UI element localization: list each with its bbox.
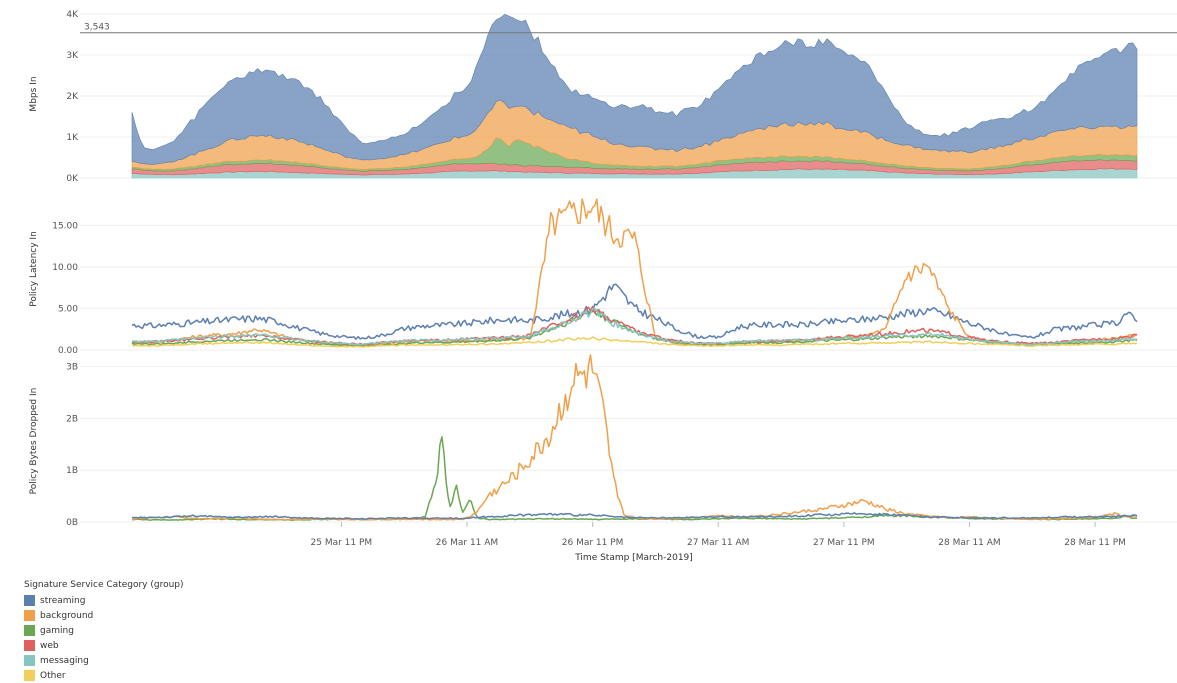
legend-item-gaming[interactable]: gaming bbox=[24, 623, 184, 638]
legend-label: web bbox=[40, 640, 59, 651]
legend-label: gaming bbox=[40, 625, 74, 636]
y-tick-label: 2B bbox=[66, 414, 78, 424]
line-gaming[interactable] bbox=[131, 308, 1138, 347]
legend-item-web[interactable]: web bbox=[24, 638, 184, 653]
y-axis-title: Policy Bytes Dropped In bbox=[29, 388, 39, 495]
x-tick-label: 26 Mar 11 AM bbox=[436, 538, 498, 548]
line-messaging[interactable] bbox=[131, 307, 1138, 346]
x-axis: 25 Mar 11 PM 26 Mar 11 AM 26 Mar 11 PM 27 M… bbox=[311, 522, 1126, 548]
legend-item-messaging[interactable]: messaging bbox=[24, 653, 184, 668]
area-streaming[interactable] bbox=[131, 14, 1138, 165]
x-tick-label: 28 Mar 11 AM bbox=[938, 538, 1000, 548]
y-tick-label: 4K bbox=[66, 10, 79, 20]
chart-canvas: 0K 1K 2K 3K 4K Mbps In 3,543 0.00 5.00 10.00 15.0… bbox=[29, 10, 1177, 563]
legend-title: Signature Service Category (group) bbox=[24, 580, 184, 590]
x-axis-title: Time Stamp [March-2019] bbox=[574, 553, 693, 563]
y-axis-title: Mbps In bbox=[29, 76, 39, 111]
legend-label: Other bbox=[40, 670, 66, 681]
x-tick-label: 26 Mar 11 PM bbox=[562, 538, 624, 548]
reference-line-label: 3,543 bbox=[84, 23, 110, 33]
y-axis-title: Policy Latency In bbox=[29, 231, 39, 307]
x-tick-label: 27 Mar 11 PM bbox=[813, 538, 875, 548]
panel-policy-bytes-dropped-in: 0B 1B 2B 3B Policy Bytes Dropped In bbox=[29, 354, 1177, 528]
legend-item-background[interactable]: background bbox=[24, 608, 184, 623]
y-tick-label: 0.00 bbox=[58, 346, 78, 356]
x-tick-label: 27 Mar 11 AM bbox=[687, 538, 749, 548]
legend: Signature Service Category (group) strea… bbox=[24, 580, 184, 683]
line-streaming[interactable] bbox=[131, 512, 1138, 520]
legend-swatch bbox=[24, 640, 35, 651]
y-tick-label: 15.00 bbox=[52, 221, 78, 231]
y-tick-label: 1B bbox=[66, 466, 78, 476]
y-tick-label: 2K bbox=[66, 92, 79, 102]
line-Other[interactable] bbox=[131, 336, 1138, 348]
panel-mbps-in: 0K 1K 2K 3K 4K Mbps In 3,543 bbox=[29, 10, 1177, 184]
legend-label: streaming bbox=[40, 595, 86, 606]
y-tick-label: 10.00 bbox=[52, 263, 78, 273]
x-tick-label: 25 Mar 11 PM bbox=[311, 538, 373, 548]
legend-item-streaming[interactable]: streaming bbox=[24, 593, 184, 608]
panel-policy-latency-in: 0.00 5.00 10.00 15.00 Policy Latency In bbox=[29, 198, 1177, 356]
y-tick-label: 0B bbox=[66, 518, 78, 528]
x-tick-label: 28 Mar 11 PM bbox=[1064, 538, 1126, 548]
y-tick-label: 3K bbox=[66, 51, 79, 61]
line-gaming[interactable] bbox=[131, 436, 1138, 521]
legend-swatch bbox=[24, 670, 35, 681]
legend-swatch bbox=[24, 610, 35, 621]
line-background[interactable] bbox=[131, 198, 1138, 347]
y-tick-label: 1K bbox=[66, 133, 79, 143]
legend-swatch bbox=[24, 595, 35, 606]
line-background[interactable] bbox=[131, 354, 1138, 521]
y-tick-label: 0K bbox=[66, 174, 79, 184]
legend-swatch bbox=[24, 625, 35, 636]
line-streaming[interactable] bbox=[131, 283, 1138, 340]
legend-label: messaging bbox=[40, 655, 89, 666]
legend-item-other[interactable]: Other bbox=[24, 668, 184, 683]
legend-items: streaming background gaming web messaging Oth… bbox=[24, 593, 184, 683]
y-tick-label: 5.00 bbox=[58, 304, 78, 314]
legend-swatch bbox=[24, 655, 35, 666]
y-tick-label: 3B bbox=[66, 363, 78, 373]
legend-label: background bbox=[40, 610, 94, 621]
